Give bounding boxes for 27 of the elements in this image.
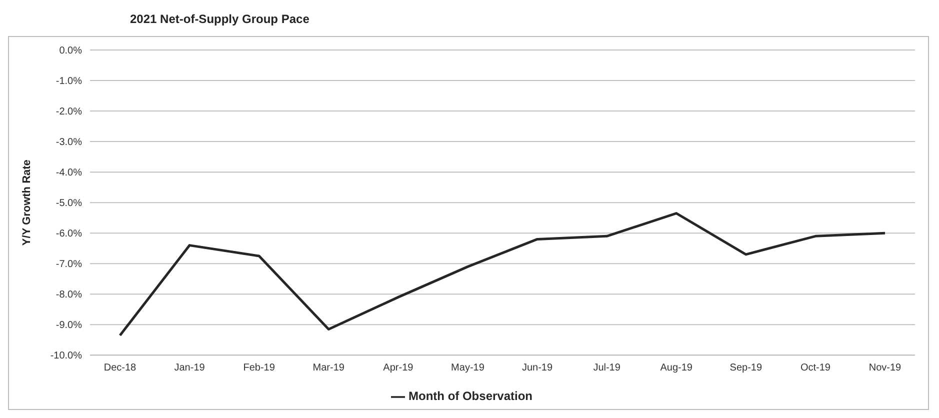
x-tick-label: May-19 — [451, 362, 485, 374]
x-tick-label: Jul-19 — [593, 362, 621, 374]
legend-label: Month of Observation — [408, 389, 532, 404]
x-tick-label: Jan-19 — [174, 362, 206, 374]
x-tick-label: Aug-19 — [660, 362, 693, 374]
y-tick-label: -6.0% — [56, 228, 82, 240]
x-tick-label: Jun-19 — [522, 362, 553, 374]
x-tick-label: Oct-19 — [800, 362, 831, 374]
y-tick-label: -10.0% — [50, 350, 82, 362]
y-tick-label: -7.0% — [56, 259, 82, 270]
x-tick-label: Mar-19 — [312, 362, 345, 374]
y-tick-label: -9.0% — [56, 320, 82, 332]
y-tick-label: -4.0% — [56, 168, 82, 179]
x-tick-label: Sep-19 — [730, 362, 762, 374]
x-tick-label: Dec-18 — [104, 362, 137, 374]
x-tick-label: Feb-19 — [243, 362, 276, 374]
x-tick-label: Nov-19 — [868, 362, 902, 374]
y-tick-label: -8.0% — [56, 290, 82, 301]
y-tick-label: 0.0% — [59, 46, 82, 57]
chart-title: 2021 Net-of-Supply Group Pace — [130, 12, 310, 26]
y-tick-label: -1.0% — [56, 76, 82, 88]
y-axis-title: Y/Y Growth Rate — [20, 160, 33, 246]
y-tick-label: -2.0% — [56, 106, 82, 118]
y-tick-label: -5.0% — [56, 198, 82, 210]
y-tick-label: -3.0% — [56, 137, 82, 148]
line-series — [118, 212, 886, 337]
x-tick-label: Apr-19 — [383, 362, 414, 374]
